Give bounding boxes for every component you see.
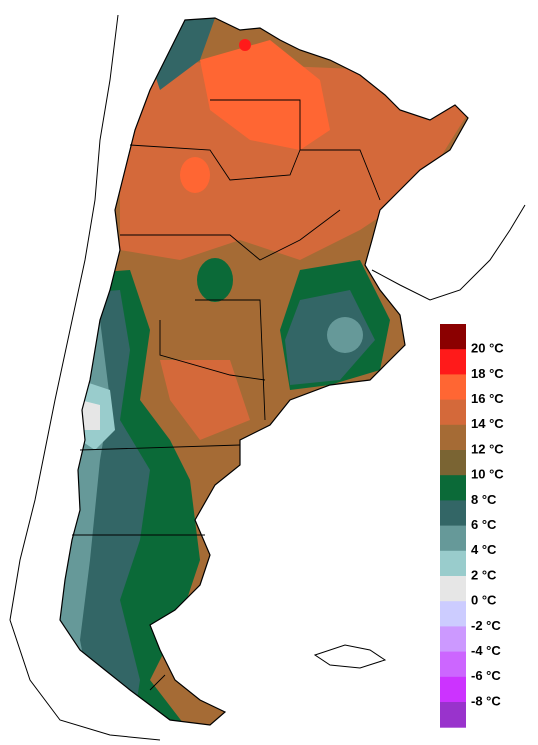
legend-label: 6 °C xyxy=(471,517,497,532)
legend-swatch xyxy=(440,550,466,577)
legend-swatch xyxy=(440,576,466,602)
legend-label: 18 °C xyxy=(471,366,504,381)
province-borders xyxy=(72,99,381,691)
legend-label: -6 °C xyxy=(471,668,501,683)
islands-outline xyxy=(313,644,387,669)
legend-label: 16 °C xyxy=(471,391,504,406)
legend-label: -8 °C xyxy=(471,693,501,708)
legend-label: -4 °C xyxy=(471,643,501,658)
legend-label: 10 °C xyxy=(471,467,504,482)
border-outline xyxy=(371,204,526,301)
legend-swatch xyxy=(440,424,466,451)
legend-label: 20 °C xyxy=(471,341,504,356)
legend-swatch xyxy=(440,450,466,476)
legend-swatch xyxy=(440,525,466,552)
legend-label: 0 °C xyxy=(471,593,497,608)
legend-label: 2 °C xyxy=(471,567,497,582)
legend-label: 14 °C xyxy=(471,416,504,431)
legend-swatch xyxy=(440,399,466,426)
legend-swatch xyxy=(440,500,466,527)
legend-swatch xyxy=(440,324,466,350)
legend-swatch xyxy=(440,374,466,401)
legend-swatch xyxy=(440,626,466,653)
legend-swatch xyxy=(440,676,466,703)
legend: 20 °C 18 °C 16 °C 14 °C 12 °C 10 °C 8 °C 6 °C 4 … xyxy=(440,324,504,728)
legend-label: 4 °C xyxy=(471,542,497,557)
legend-swatch xyxy=(440,475,466,501)
legend-label: -2 °C xyxy=(471,618,501,633)
legend-label: 8 °C xyxy=(471,492,497,507)
border-outline xyxy=(9,14,161,741)
legend-swatch xyxy=(440,601,466,627)
legend-swatch xyxy=(440,702,466,728)
legend-swatch xyxy=(440,651,466,678)
country-outline xyxy=(59,17,469,726)
legend-label: 12 °C xyxy=(471,441,504,456)
legend-swatch xyxy=(440,349,466,375)
